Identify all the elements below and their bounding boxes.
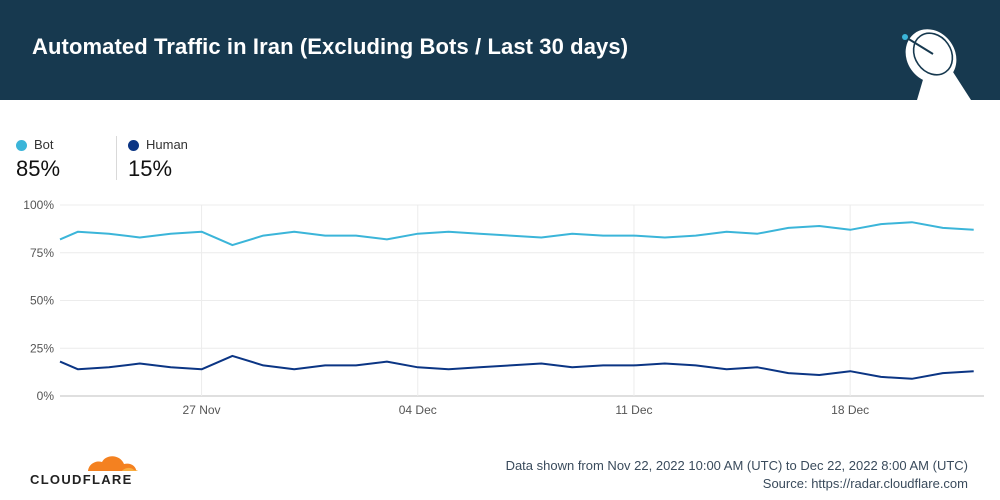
- traffic-chart: 0% 25% 50% 75% 100% 27 Nov 04 Dec 11 Dec 18 Dec: [23, 198, 984, 417]
- x-tick-label: 11 Dec: [615, 403, 652, 417]
- satellite-dish-icon: [902, 29, 971, 100]
- legend-label-human: Human: [146, 137, 188, 152]
- y-tick-label: 0%: [37, 389, 55, 403]
- y-tick-label: 75%: [30, 246, 54, 260]
- legend-value-bot: 85%: [16, 156, 61, 181]
- source-text: Source: https://radar.cloudflare.com: [762, 476, 968, 491]
- cloudflare-wordmark: CLOUDFLARE: [30, 472, 133, 487]
- series-line-human: [59, 354, 974, 380]
- x-tick-label: 27 Nov: [183, 403, 221, 417]
- data-range-text: Data shown from Nov 22, 2022 10:00 AM (U…: [505, 458, 968, 473]
- legend-value-human: 15%: [128, 156, 173, 181]
- x-tick-label: 04 Dec: [399, 403, 437, 417]
- human-dot-icon: [128, 140, 139, 151]
- page-title: Automated Traffic in Iran (Excluding Bot…: [32, 34, 629, 59]
- cloudflare-logo-icon: [86, 456, 142, 474]
- y-tick-label: 25%: [30, 341, 54, 355]
- bot-dot-icon: [16, 140, 27, 151]
- header-bar: Automated Traffic in Iran (Excluding Bot…: [0, 0, 1000, 100]
- legend-label-bot: Bot: [34, 137, 54, 152]
- x-tick-label: 18 Dec: [831, 403, 869, 417]
- legend-divider: [116, 136, 117, 180]
- series-line-bot: [59, 221, 974, 247]
- y-tick-label: 100%: [23, 198, 54, 212]
- y-tick-label: 50%: [30, 294, 54, 308]
